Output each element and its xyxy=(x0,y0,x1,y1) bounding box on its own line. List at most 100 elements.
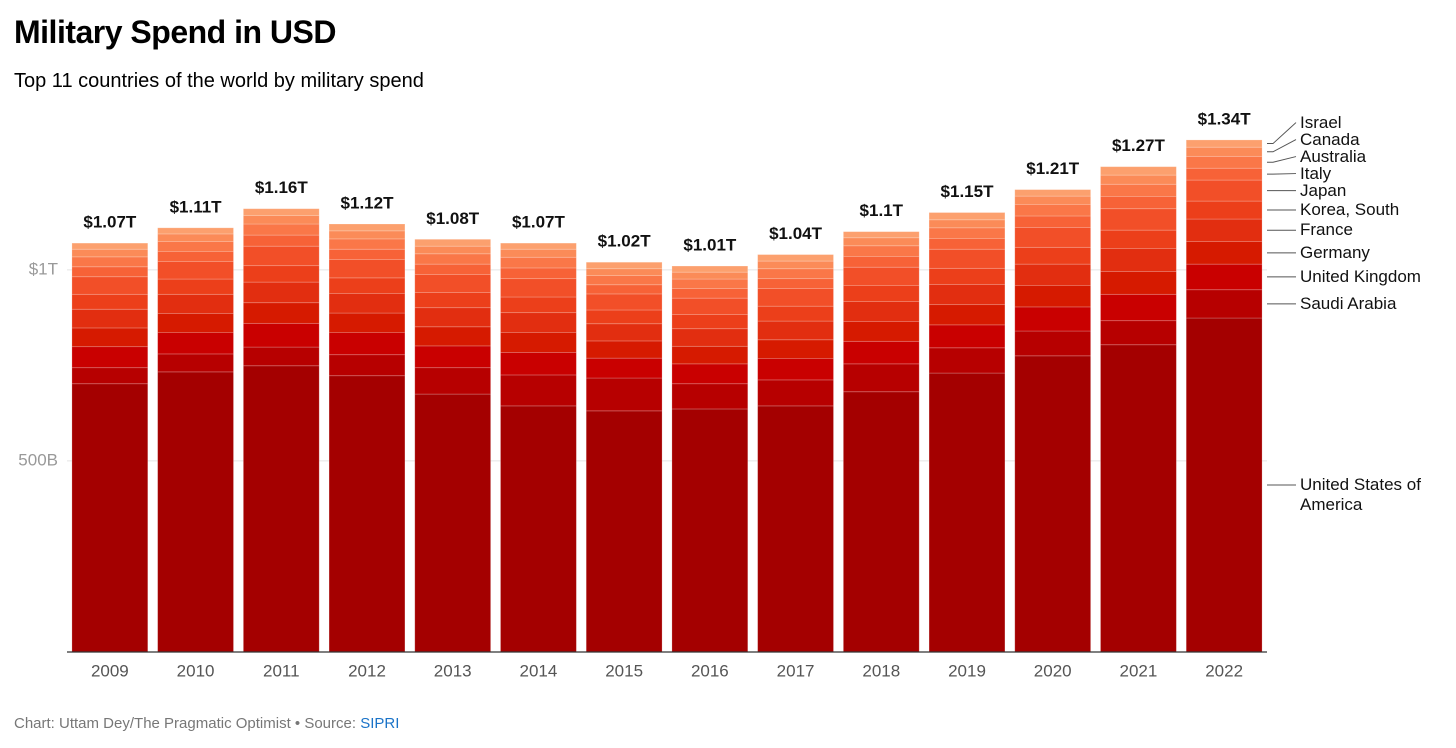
bar-segment xyxy=(928,267,1006,285)
bar-segment xyxy=(1185,155,1263,169)
bar-segment xyxy=(414,253,492,265)
bar-segment xyxy=(500,267,577,280)
bar-segment xyxy=(757,379,834,407)
x-tick-label: 2021 xyxy=(1120,661,1158,680)
legend-leader xyxy=(1267,139,1297,153)
bar-segment xyxy=(1100,208,1177,231)
bar-segment xyxy=(671,328,749,347)
bar-segment xyxy=(1185,263,1263,291)
chart-subtitle: Top 11 countries of the world by militar… xyxy=(14,70,424,92)
bar-segment xyxy=(500,256,577,269)
bar-segment xyxy=(757,305,834,322)
bar-segment xyxy=(71,266,149,278)
bar-segment xyxy=(1100,344,1177,653)
bar-segment xyxy=(414,238,492,247)
bar-segment xyxy=(157,251,234,262)
bar-segment xyxy=(671,265,749,273)
bar-segment xyxy=(328,238,406,250)
x-tick-label: 2015 xyxy=(605,661,643,680)
bar-segment xyxy=(757,278,834,289)
bar-segment xyxy=(71,248,149,258)
bar-segment xyxy=(842,245,920,257)
total-label: $1.16T xyxy=(255,178,309,197)
bar-segment xyxy=(928,212,1006,221)
bar-segment xyxy=(842,363,920,393)
bar-segment xyxy=(1185,200,1263,220)
legend-label: Korea, South xyxy=(1300,200,1400,220)
bar-segment xyxy=(500,278,577,298)
bar-segment xyxy=(1100,166,1177,176)
credit-text: Chart: Uttam Dey/The Pragmatic Optimist … xyxy=(14,715,357,732)
bar-segment xyxy=(1014,330,1092,357)
bar-segment xyxy=(928,347,1006,374)
x-tick-label: 2011 xyxy=(263,661,300,680)
bar-segment xyxy=(842,231,920,239)
credit: Chart: Uttam Dey/The Pragmatic Optimist … xyxy=(14,715,399,732)
bar-segment xyxy=(671,314,749,330)
bar-segment xyxy=(1100,174,1177,185)
bar-segment xyxy=(585,309,663,325)
legend-label: Germany xyxy=(1300,242,1370,262)
bar-segment xyxy=(500,405,577,653)
x-tick-label: 2016 xyxy=(691,661,729,680)
bar-segment xyxy=(328,293,406,314)
bar-segment xyxy=(500,296,577,314)
bar-segment xyxy=(242,281,320,304)
bar-segment xyxy=(242,208,320,216)
bar-segment xyxy=(1100,183,1177,197)
total-label: $1.1T xyxy=(860,201,904,220)
bar-segment xyxy=(157,293,234,314)
bar-segment xyxy=(1014,246,1092,265)
bar-segment xyxy=(242,365,320,653)
bar-segment xyxy=(71,308,149,329)
legend-label: United Kingdom xyxy=(1300,266,1421,286)
bar-segment xyxy=(585,410,663,653)
bar-segment xyxy=(585,275,663,286)
bar-segment xyxy=(671,345,749,365)
bar-segment xyxy=(671,297,749,315)
bar-segment xyxy=(71,383,149,653)
bar-segment xyxy=(671,271,749,280)
legend-leader xyxy=(1267,122,1297,145)
total-label: $1.01T xyxy=(683,236,737,255)
bar-segment xyxy=(71,242,149,250)
bar-segment xyxy=(585,284,663,295)
bar-segment xyxy=(500,332,577,353)
bar-segment xyxy=(671,408,749,653)
chart-title: Military Spend in USD xyxy=(14,14,336,50)
bar-segment xyxy=(1100,248,1177,272)
total-label: $1.27T xyxy=(1112,136,1166,155)
total-label: $1.02T xyxy=(598,232,652,251)
bar-segment xyxy=(500,248,577,258)
bar-segment xyxy=(928,227,1006,239)
bar-segment xyxy=(328,259,406,279)
bar-segment xyxy=(242,346,320,367)
bar-segment xyxy=(1185,289,1263,319)
bar-segment xyxy=(757,405,834,653)
total-label: $1.15T xyxy=(941,182,995,201)
legend-label: Italy xyxy=(1300,163,1332,183)
bar-segment xyxy=(842,237,920,247)
bar-segment xyxy=(585,357,663,379)
bar-segment xyxy=(585,261,663,270)
bar-segment xyxy=(414,274,492,293)
legend-label: Israel xyxy=(1300,112,1342,132)
bar-segment xyxy=(757,320,834,341)
bar-segment xyxy=(328,332,406,356)
y-tick-label: 500B xyxy=(18,450,58,469)
bar-segment xyxy=(671,278,749,289)
source-link[interactable]: SIPRI xyxy=(360,715,400,732)
legend-label: Japan xyxy=(1300,180,1347,200)
bar-segment xyxy=(242,223,320,236)
legend-label: United States of America xyxy=(1300,475,1421,514)
bar-segment xyxy=(1014,263,1092,286)
x-tick-label: 2020 xyxy=(1034,661,1072,680)
bar-segment xyxy=(1185,179,1263,202)
bar-segment xyxy=(928,283,1006,306)
bar-segment xyxy=(1014,355,1092,653)
bar-segment xyxy=(157,227,234,235)
legend-leader xyxy=(1267,173,1297,175)
bar-segment xyxy=(414,245,492,255)
bar-segment xyxy=(328,312,406,333)
